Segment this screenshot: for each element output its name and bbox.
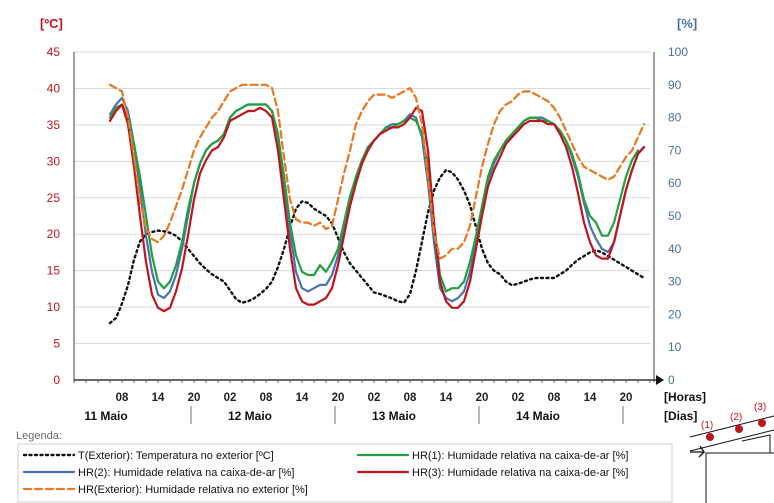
x-axis-arrow-icon bbox=[656, 375, 664, 385]
sensor-1-label: (1) bbox=[701, 420, 713, 431]
x-hour-tick-label: 20 bbox=[476, 392, 489, 404]
sensor-1-marker bbox=[706, 433, 714, 441]
x-hour-tick-label: 20 bbox=[332, 392, 345, 404]
left-tick-label: 20 bbox=[47, 227, 61, 241]
legend-label-hr1: HR(1): Humidade relativa na caixa-de-ar … bbox=[412, 450, 628, 462]
right-tick-label: 100 bbox=[668, 45, 688, 59]
x-hour-tick-label: 08 bbox=[116, 392, 129, 404]
sensor-2-label: (2) bbox=[730, 412, 742, 423]
roof-line-outer bbox=[689, 415, 774, 438]
left-tick-label: 5 bbox=[53, 337, 60, 351]
x-hour-tick-label: 02 bbox=[224, 392, 237, 404]
left-tick-label: 10 bbox=[47, 300, 61, 314]
roof-line-inner bbox=[689, 429, 774, 452]
right-tick-label: 30 bbox=[668, 275, 682, 289]
chart-ticks: 0 5 10 15 20 25 30 35 40 45 0 10 20 30 40 50 60 70 80 90 100… bbox=[47, 45, 688, 424]
right-axis-unit: [%] bbox=[677, 16, 697, 31]
x-hour-tick-label: 08 bbox=[548, 392, 561, 404]
x-day-label: 12 Maio bbox=[228, 409, 272, 423]
sensor-diagram: (1) (2) (3) bbox=[689, 402, 774, 503]
x-hour-tick-label: 02 bbox=[368, 392, 381, 404]
left-tick-label: 35 bbox=[47, 118, 61, 132]
x-axis-hours-caption: [Horas] bbox=[664, 390, 706, 404]
left-axis-unit: [ºC] bbox=[40, 16, 63, 31]
legend-label-hr3: HR(3): Humidade relativa na caixa-de-ar … bbox=[412, 467, 628, 479]
legend-label-hr2: HR(2): Humidade relativa na caixa-de-ar … bbox=[78, 467, 294, 479]
x-hour-tick-label: 14 bbox=[440, 392, 453, 404]
right-tick-label: 50 bbox=[668, 209, 682, 223]
right-tick-label: 20 bbox=[668, 307, 682, 321]
x-hour-tick-label: 14 bbox=[584, 392, 597, 404]
chart-grid bbox=[74, 51, 650, 345]
x-hour-tick-label: 20 bbox=[620, 392, 633, 404]
chart-series bbox=[108, 83, 646, 325]
x-hour-tick-label: 20 bbox=[188, 392, 201, 404]
x-hour-tick-label: 14 bbox=[152, 392, 165, 404]
sensor-2-marker bbox=[735, 425, 743, 433]
legend: Legenda: T(Exterior): Temperatura no ext… bbox=[16, 430, 673, 503]
left-tick-label: 40 bbox=[47, 81, 61, 95]
right-tick-label: 80 bbox=[668, 111, 682, 125]
series-line-hr3 bbox=[108, 103, 646, 313]
left-tick-label: 25 bbox=[47, 191, 61, 205]
legend-title: Legenda: bbox=[16, 430, 62, 442]
right-tick-label: 0 bbox=[668, 373, 675, 387]
x-day-label: 13 Maio bbox=[372, 409, 416, 423]
legend-items: T(Exterior): Temperatura no exterior [ºC… bbox=[22, 450, 628, 496]
x-hour-tick-label: 08 bbox=[260, 392, 273, 404]
sensor-3-marker bbox=[758, 419, 766, 427]
x-hour-tick-label: 14 bbox=[296, 392, 309, 404]
right-tick-label: 70 bbox=[668, 143, 682, 157]
cavity-outline bbox=[741, 434, 771, 453]
wall-outline bbox=[705, 452, 774, 503]
series-line-hr_ext bbox=[108, 83, 646, 260]
x-hour-tick-label: 08 bbox=[404, 392, 417, 404]
left-tick-label: 30 bbox=[47, 154, 61, 168]
left-tick-label: 15 bbox=[47, 264, 61, 278]
series-line-t_ext bbox=[108, 168, 646, 325]
legend-label-hr_ext: HR(Exterior): Humidade relativa no exter… bbox=[78, 484, 308, 496]
chart-axes bbox=[73, 52, 664, 385]
left-tick-label: 0 bbox=[53, 373, 60, 387]
x-axis-days-caption: [Dias] bbox=[664, 409, 697, 423]
right-tick-label: 60 bbox=[668, 176, 682, 190]
left-tick-label: 45 bbox=[47, 45, 61, 59]
right-tick-label: 10 bbox=[668, 340, 682, 354]
right-tick-label: 90 bbox=[668, 78, 682, 92]
x-day-label: 14 Maio bbox=[516, 409, 560, 423]
sensor-3-label: (3) bbox=[754, 402, 766, 413]
x-day-label: 11 Maio bbox=[84, 409, 127, 423]
right-tick-label: 40 bbox=[668, 242, 682, 256]
x-hour-tick-label: 02 bbox=[512, 392, 525, 404]
legend-box bbox=[17, 443, 673, 503]
legend-label-t_ext: T(Exterior): Temperatura no exterior [ºC… bbox=[78, 450, 274, 462]
